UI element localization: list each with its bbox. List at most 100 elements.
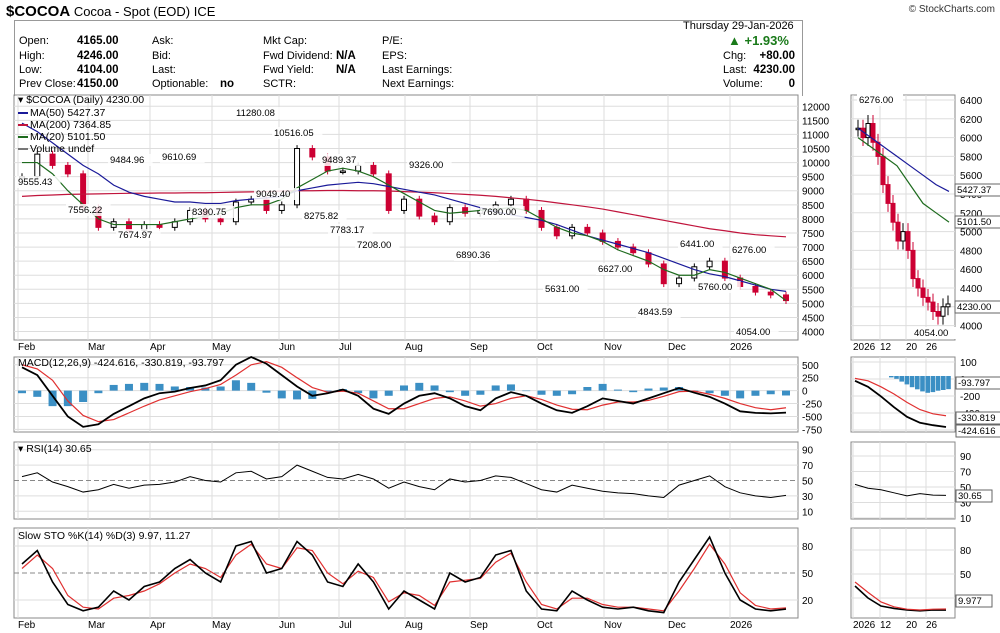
macd-histogram-bar [751,390,760,396]
x-tick-label: Feb [18,342,36,353]
up-arrow-icon: ▲ [728,33,741,48]
annotation-bg [234,107,285,119]
x-tick-label: Jul [339,342,352,353]
y-tick-label: 20 [802,596,814,607]
macd-histogram-bar [445,390,454,393]
x-tick-label: Aug [405,342,423,353]
annotation-bg [734,326,779,338]
macd-histogram-bar [644,388,653,391]
annotation-bg [16,176,61,188]
x-tick-label: Mar [88,342,106,353]
macd-histogram-bar [537,390,546,395]
side-macd-histogram-bar [904,376,910,385]
x-tick-label: May [212,620,231,631]
annotation-bg [116,229,161,241]
annotation-bg [254,188,299,200]
y-tick-label: 70 [802,461,814,472]
side-sto-k-line [854,585,947,612]
x-tick-label: 2026 [730,342,753,353]
y-tick-label: 500 [802,361,819,372]
macd-histogram-bar [369,390,378,399]
x-tick-label: Jun [279,620,295,631]
side-price-candle [940,306,946,317]
x-tick-label: Jul [339,620,352,631]
macd-histogram-bar [18,390,26,394]
side-y-tick-label: 70 [960,468,972,479]
price-candle [416,198,423,217]
y-tick-label: 11500 [802,116,830,127]
side-y-tick-label: 50 [960,483,972,494]
annotation-bg [730,244,775,256]
x-tick-label: Aug [405,620,423,631]
side-y-tick-label: 4400 [960,284,983,295]
side-y-tick-label: 4000 [960,322,983,333]
side-y-tick-label: 50 [960,570,972,581]
side-price-label: 5101.50 [957,217,991,228]
annotation-bg [272,127,323,139]
quote-header-box [14,20,803,96]
symbol: $COCOA [6,3,71,20]
price-candle [309,148,316,158]
side-macd-histogram-bar [920,376,925,392]
y-tick-label: 8500 [802,201,825,212]
quote-value: 0 [788,78,795,90]
x-tick-label: May [212,342,231,353]
quote-value: 4230.00 [753,64,795,76]
side-macd-histogram-bar [946,376,951,390]
side-price-label: 4054.00 [914,328,948,339]
price-annotation: 8390.75 [192,207,226,218]
price-candle [370,164,377,175]
macd-histogram-bar [33,390,42,397]
side-x-tick-label: 12 [880,342,892,353]
price-annotation: 7208.00 [357,240,391,251]
side-price-label: 5427.37 [957,185,991,196]
price-candle [125,221,132,231]
macd-panel-title: MACD(12,26,9) -424.616, -330.819, -93.79… [18,357,224,369]
price-candle [660,263,667,285]
price-candle [339,170,346,174]
side-y-tick-label: 5600 [960,171,983,182]
side-macd-histogram-bar [909,376,915,388]
quote-label: Volume: [723,78,763,90]
side-y-tick-label: 100 [960,358,977,369]
y-tick-label: 5500 [802,285,825,296]
side-price-candle [890,202,896,223]
side-macd-histogram-bar [941,376,946,390]
quote-value: 4165.00 [77,35,119,47]
ma50-line [21,122,787,292]
price-candle [676,277,683,285]
macd-histogram-bar [476,390,485,395]
side-rsi-label: 30.65 [958,491,982,502]
price-candle [767,291,774,296]
side-label-bg [954,215,1000,229]
x-tick-label: Mar [88,620,106,631]
side-label-bg [955,376,1000,390]
y-tick-label: -500 [802,412,822,423]
annotation-bg [678,238,723,250]
side-price-candle [865,123,871,139]
side-label-bg [912,327,958,339]
change-pct: ▲ +1.93% [728,33,789,48]
quote-label: Fwd Dividend: [263,50,333,62]
y-tick-label: 80 [802,542,814,553]
annotation-bg [355,239,400,251]
x-tick-label: Oct [537,620,553,631]
price-candle [691,266,698,279]
macd-histogram-bar [506,384,515,391]
price-candle [278,204,285,211]
rsi-line [21,464,787,498]
side-price-candle [880,155,886,186]
price-candle [569,226,576,237]
macd-histogram-bar [705,390,714,394]
price-annotation: 4843.59 [638,307,672,318]
x-tick-label: Nov [604,342,622,353]
macd-histogram-bar [48,390,57,407]
side-y-tick-label: 5200 [960,209,983,220]
price-candle [752,285,759,293]
quote-date: Thursday 29-Jan-2026 [683,20,794,32]
side-macd-histogram-bar [894,376,899,379]
price-candle [462,207,469,214]
side-label-bg [955,594,993,608]
quote-value: no [220,78,235,90]
